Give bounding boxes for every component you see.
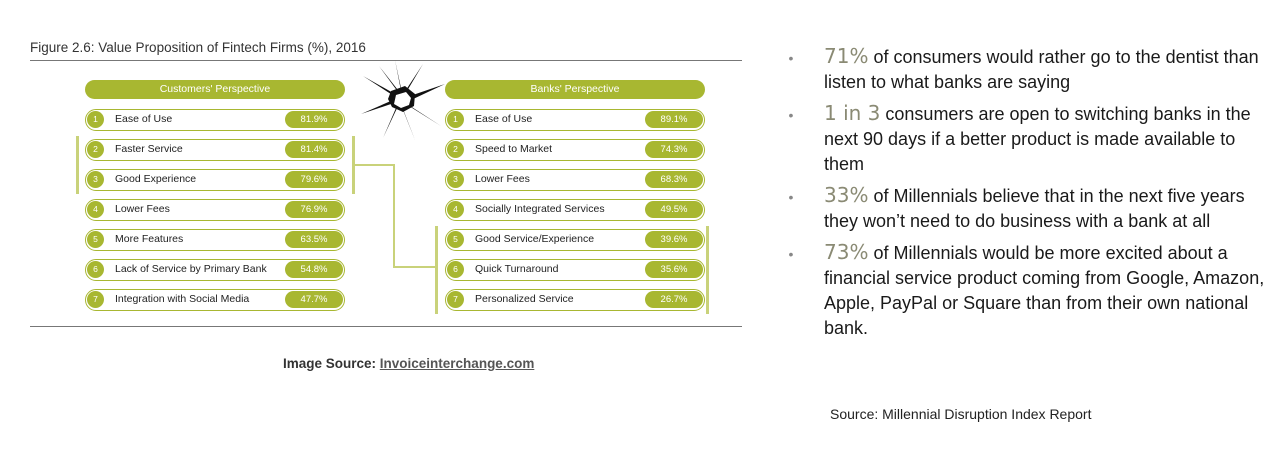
row-value: 89.1% bbox=[645, 111, 703, 128]
bullet-text: of consumers would rather go to the dent… bbox=[824, 47, 1259, 92]
customer-row: 1 Ease of Use 81.9% bbox=[85, 109, 345, 131]
row-number: 2 bbox=[87, 141, 104, 158]
row-value: 39.6% bbox=[645, 231, 703, 248]
bullet-item: • 73% of Millennials would be more excit… bbox=[784, 240, 1274, 341]
row-label: Speed to Market bbox=[475, 143, 553, 155]
bullet-dot-icon: • bbox=[788, 246, 794, 262]
row-label: Good Experience bbox=[115, 173, 197, 185]
statistics-bullet-list: • 71% of consumers would rather go to th… bbox=[784, 44, 1274, 347]
top-rule bbox=[30, 60, 742, 61]
row-number: 3 bbox=[87, 171, 104, 188]
row-number: 1 bbox=[447, 111, 464, 128]
row-number: 3 bbox=[447, 171, 464, 188]
bullet-text: consumers are open to switching banks in… bbox=[824, 104, 1251, 174]
row-number: 7 bbox=[87, 291, 104, 308]
row-label: Lower Fees bbox=[115, 203, 170, 215]
bank-row: 5 Good Service/Experience 39.6% bbox=[445, 229, 705, 251]
bank-row: 1 Ease of Use 89.1% bbox=[445, 109, 705, 131]
row-value: 76.9% bbox=[285, 201, 343, 218]
figure-title: Figure 2.6: Value Proposition of Fintech… bbox=[30, 40, 366, 55]
customers-perspective-panel: Customers' Perspective 1 Ease of Use 81.… bbox=[85, 80, 345, 319]
row-number: 5 bbox=[447, 231, 464, 248]
row-value: 81.9% bbox=[285, 111, 343, 128]
row-value: 68.3% bbox=[645, 171, 703, 188]
row-label: Lack of Service by Primary Bank bbox=[115, 263, 267, 275]
row-number: 6 bbox=[87, 261, 104, 278]
row-value: 81.4% bbox=[285, 141, 343, 158]
bank-bracket-right bbox=[706, 226, 709, 314]
bullet-dot-icon: • bbox=[788, 107, 794, 123]
customer-row: 6 Lack of Service by Primary Bank 54.8% bbox=[85, 259, 345, 281]
row-number: 7 bbox=[447, 291, 464, 308]
bank-row: 3 Lower Fees 68.3% bbox=[445, 169, 705, 191]
row-number: 5 bbox=[87, 231, 104, 248]
bullet-text: of Millennials would be more excited abo… bbox=[824, 243, 1265, 338]
bullet-item: • 71% of consumers would rather go to th… bbox=[784, 44, 1274, 95]
bank-row: 4 Socially Integrated Services 49.5% bbox=[445, 199, 705, 221]
banks-header: Banks' Perspective bbox=[445, 80, 705, 99]
row-number: 1 bbox=[87, 111, 104, 128]
source-note: Source: Millennial Disruption Index Repo… bbox=[830, 406, 1092, 422]
bullet-stat: 71% bbox=[824, 44, 869, 68]
row-label: Personalized Service bbox=[475, 293, 574, 305]
connector-line-h1 bbox=[352, 164, 394, 166]
bank-row: 7 Personalized Service 26.7% bbox=[445, 289, 705, 311]
banks-perspective-panel: Banks' Perspective 1 Ease of Use 89.1% 2… bbox=[445, 80, 705, 319]
broken-glass-icon bbox=[361, 60, 445, 140]
customers-header: Customers' Perspective bbox=[85, 80, 345, 99]
image-source-label: Image Source: bbox=[283, 356, 380, 371]
bottom-rule bbox=[30, 326, 742, 327]
bank-row: 6 Quick Turnaround 35.6% bbox=[445, 259, 705, 281]
customer-row: 3 Good Experience 79.6% bbox=[85, 169, 345, 191]
customer-row: 5 More Features 63.5% bbox=[85, 229, 345, 251]
row-label: Good Service/Experience bbox=[475, 233, 595, 245]
bullet-stat: 73% bbox=[824, 240, 869, 264]
customer-row: 4 Lower Fees 76.9% bbox=[85, 199, 345, 221]
bullet-dot-icon: • bbox=[788, 189, 794, 205]
bullet-item: • 1 in 3 consumers are open to switching… bbox=[784, 101, 1274, 177]
row-label: Faster Service bbox=[115, 143, 183, 155]
row-value: 63.5% bbox=[285, 231, 343, 248]
row-label: Ease of Use bbox=[475, 113, 533, 125]
row-label: Lower Fees bbox=[475, 173, 530, 185]
row-number: 6 bbox=[447, 261, 464, 278]
bullet-stat: 1 in 3 bbox=[824, 101, 881, 125]
image-source-link[interactable]: Invoiceinterchange.com bbox=[379, 356, 535, 371]
bank-row: 2 Speed to Market 74.3% bbox=[445, 139, 705, 161]
connector-line-h2 bbox=[393, 266, 435, 268]
row-value: 35.6% bbox=[645, 261, 703, 278]
customer-bracket bbox=[76, 136, 79, 194]
row-value: 74.3% bbox=[645, 141, 703, 158]
row-number: 2 bbox=[447, 141, 464, 158]
row-value: 47.7% bbox=[285, 291, 343, 308]
row-value: 49.5% bbox=[645, 201, 703, 218]
bullet-text: of Millennials believe that in the next … bbox=[824, 186, 1245, 231]
customer-row: 7 Integration with Social Media 47.7% bbox=[85, 289, 345, 311]
row-label: Quick Turnaround bbox=[475, 263, 559, 275]
bullet-stat: 33% bbox=[824, 183, 869, 207]
row-number: 4 bbox=[447, 201, 464, 218]
row-label: Integration with Social Media bbox=[115, 293, 250, 305]
image-source-caption: Image Source: Invoiceinterchange.com bbox=[283, 356, 534, 371]
bank-bracket bbox=[435, 226, 438, 314]
row-label: Socially Integrated Services bbox=[475, 203, 605, 215]
row-value: 26.7% bbox=[645, 291, 703, 308]
bullet-item: • 33% of Millennials believe that in the… bbox=[784, 183, 1274, 234]
row-label: More Features bbox=[115, 233, 184, 245]
row-value: 54.8% bbox=[285, 261, 343, 278]
row-label: Ease of Use bbox=[115, 113, 173, 125]
row-number: 4 bbox=[87, 201, 104, 218]
row-value: 79.6% bbox=[285, 171, 343, 188]
connector-line-v bbox=[393, 164, 395, 268]
customer-row: 2 Faster Service 81.4% bbox=[85, 139, 345, 161]
bullet-dot-icon: • bbox=[788, 50, 794, 66]
